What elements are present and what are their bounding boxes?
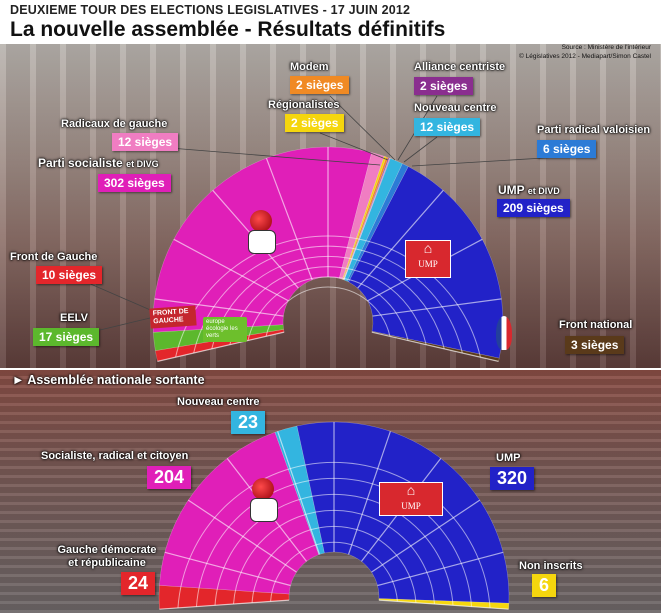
label-old-socialiste: Socialiste, radical et citoyen xyxy=(41,450,189,462)
hemicycle-sector-nouveau-centre xyxy=(343,158,403,282)
hemicycle-sector-front-de-gauche xyxy=(155,329,285,362)
label-leader-line xyxy=(403,136,438,163)
eelv-logo: europe écologie les verts xyxy=(203,317,247,342)
seat-aisle-line xyxy=(164,551,291,587)
seats-alliance-centriste: 2 sièges xyxy=(414,77,474,95)
seat-aisle-line xyxy=(372,298,502,317)
label-parti-radical-valoisien: Parti radical valoisien xyxy=(537,124,651,136)
header: DEUXIEME TOUR DES ELECTIONS LEGISLATIVES… xyxy=(0,0,661,44)
seat-aisle-line xyxy=(371,331,499,362)
seats-old-socialiste: 204 xyxy=(147,466,192,489)
label-old-ump: UMP xyxy=(496,452,521,464)
section-divider xyxy=(0,368,661,370)
label-leader-line xyxy=(85,281,156,313)
seat-aisle-line xyxy=(265,157,313,281)
old-ps-rose-logo xyxy=(246,478,280,522)
copyright-line: © Législatives 2012 - Mediapart/Simon Ca… xyxy=(519,53,651,60)
seats-regionalistes: 2 sièges xyxy=(285,114,345,132)
seat-aisle-line xyxy=(187,499,297,573)
seats-radicaux-de-gauche: 12 sièges xyxy=(112,133,179,151)
hemicycle-sector-modem xyxy=(342,156,389,281)
label-front-de-gauche: Front de Gauche xyxy=(10,251,98,263)
label-eelv: EELV xyxy=(60,312,88,324)
label-front-national: Front national xyxy=(559,319,633,331)
section-title-outgoing: ► Assemblée nationale sortante xyxy=(12,373,205,387)
label-leader-line xyxy=(99,317,151,331)
seat-aisle-line xyxy=(343,157,391,281)
seats-old-gauche-democrate: 24 xyxy=(121,572,156,595)
seat-aisle-line xyxy=(347,431,391,555)
seat-aisle-line xyxy=(277,431,321,555)
seat-aisle-line xyxy=(357,189,444,289)
label-regionalistes: Régionalistes xyxy=(268,99,340,111)
label-alliance-centriste: Alliance centriste xyxy=(414,61,506,73)
label-ump-divd: UMP et DIVD xyxy=(498,183,560,197)
seat-aisle-line xyxy=(154,298,284,317)
seats-parti-radical-valoisien: 6 sièges xyxy=(537,140,597,158)
seat-aisle-line xyxy=(377,551,504,587)
label-parti-socialiste: Parti socialiste et DIVG xyxy=(38,156,159,170)
label-leader-line xyxy=(319,132,389,161)
seats-old-non-inscrits: 6 xyxy=(532,574,557,597)
hemicycle-sector-parti-radical-valoisien xyxy=(346,163,409,283)
seats-front-national: 3 sièges xyxy=(565,336,625,354)
page-title: La nouvelle assemblée - Résultats défini… xyxy=(10,18,446,41)
seats-modem: 2 sièges xyxy=(290,76,350,94)
label-radicaux-de-gauche: Radicaux de gauche xyxy=(61,118,168,130)
seat-aisle-line xyxy=(378,599,509,610)
seats-nouveau-centre: 12 sièges xyxy=(414,118,481,136)
source-line: Source : Ministère de l'intérieur xyxy=(561,44,651,51)
seats-front-de-gauche: 10 sièges xyxy=(36,266,103,284)
front-national-flame-logo xyxy=(496,316,512,350)
label-nouveau-centre: Nouveau centre xyxy=(414,102,497,114)
label-leader-line xyxy=(329,95,396,161)
outgoing-assembly-hemicycle xyxy=(158,421,510,610)
label-old-nouveau-centre: Nouveau centre xyxy=(177,396,260,408)
seats-old-nouveau-centre: 23 xyxy=(231,411,266,434)
label-modem: Modem xyxy=(290,61,329,73)
seat-aisle-line xyxy=(159,599,290,610)
seat-aisle-line xyxy=(371,499,481,573)
seats-eelv: 17 sièges xyxy=(33,328,100,346)
seat-aisle-line xyxy=(157,331,285,362)
seats-ump-divd: 209 sièges xyxy=(497,199,570,217)
label-old-gauche-democrate: Gauche démocrate et républicaine xyxy=(57,544,157,569)
seats-old-ump: 320 xyxy=(490,467,535,490)
seat-aisle-line xyxy=(173,238,289,302)
label-leader-line xyxy=(169,147,381,166)
old-ump-logo: ⌂ UMP xyxy=(379,482,443,516)
front-de-gauche-logo: FRONT DE GAUCHE xyxy=(149,305,197,329)
ump-logo: ⌂ UMP xyxy=(405,240,451,278)
seats-parti-socialiste: 302 sièges xyxy=(98,174,171,192)
supertitle: DEUXIEME TOUR DES ELECTIONS LEGISLATIVES… xyxy=(10,3,411,17)
ps-rose-logo xyxy=(244,210,278,254)
label-old-non-inscrits: Non inscrits xyxy=(519,560,583,572)
label-leader-line xyxy=(411,156,561,167)
